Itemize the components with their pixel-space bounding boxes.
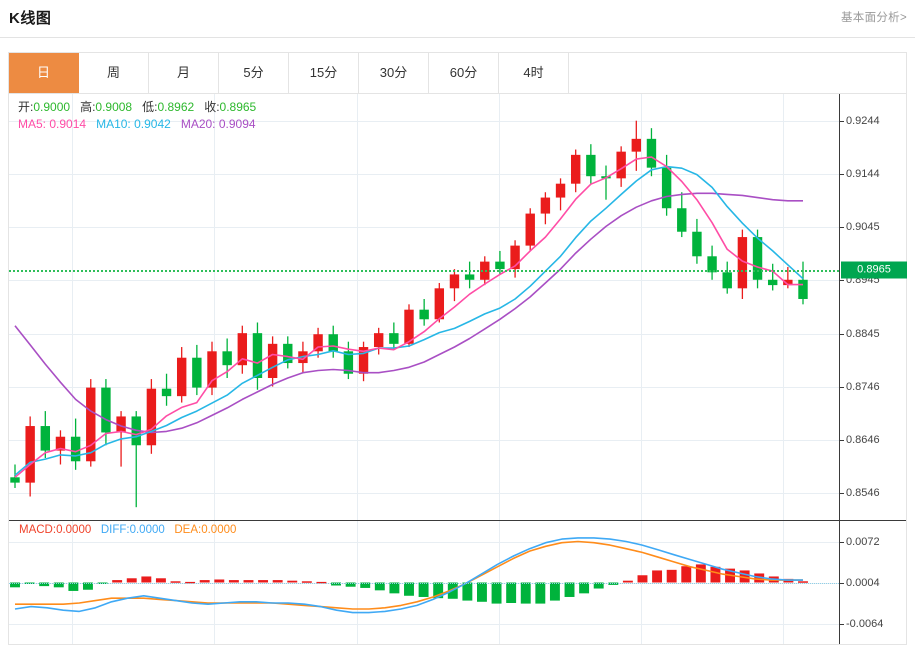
diff-label: DIFF:	[100, 524, 130, 536]
price-tick-mark	[840, 120, 844, 122]
price-tick-label: 0.9244	[846, 114, 880, 127]
ma5-label: MA5:	[18, 117, 47, 131]
price-tick-label: 0.8746	[846, 380, 880, 393]
price-gridline	[9, 333, 839, 335]
macd-tick-mark	[840, 541, 844, 543]
dea-label: DEA:	[174, 524, 202, 536]
open-value: 0.9000	[33, 100, 71, 114]
macd-tick-label: 0.0072	[846, 535, 880, 548]
high-value: 0.9008	[95, 100, 133, 114]
current-price-tag: 0.8965	[841, 261, 907, 279]
price-plot-area[interactable]	[9, 94, 839, 520]
low-value: 0.8962	[157, 100, 195, 114]
dea-value: 0.0000	[201, 524, 237, 536]
price-vertical-gridline	[214, 94, 215, 520]
page-title: K线图	[9, 10, 52, 27]
chart-container: 0.9244 0.9144 0.9045 0.8945 0.8845 0.8746 0.86…	[8, 94, 907, 645]
macd-label: MACD:	[19, 524, 57, 536]
ohlc-row: 开:0.9000 高:0.9008 低:0.8962 收:0.8965	[18, 99, 256, 116]
macd-gridline	[9, 541, 839, 543]
close-value: 0.8965	[219, 100, 257, 114]
price-gridline	[9, 386, 839, 388]
price-panel: 0.9244 0.9144 0.9045 0.8945 0.8845 0.8746 0.86…	[9, 94, 907, 520]
macd-gridline	[9, 623, 839, 625]
page-header: K线图 基本面分析>	[0, 0, 915, 38]
tab-label: 5分	[243, 65, 264, 80]
price-vertical-gridline	[783, 94, 784, 520]
price-tick-label: 0.8646	[846, 433, 880, 446]
macd-plot-area[interactable]	[9, 521, 839, 644]
tab-4[interactable]: 15分	[289, 53, 359, 93]
tab-1[interactable]: 周	[79, 53, 149, 93]
price-tick-label: 0.9144	[846, 168, 880, 181]
price-tick-mark	[840, 439, 844, 441]
tab-label: 4时	[523, 65, 544, 80]
price-tick-label: 0.8845	[846, 327, 880, 340]
ma10-label: MA10:	[96, 117, 131, 131]
ma10-value: 0.9042	[134, 117, 171, 131]
price-vertical-gridline	[72, 94, 73, 520]
candlestick-series	[10, 120, 808, 508]
price-tick-label: 0.8546	[846, 487, 880, 500]
tab-label: 月	[176, 65, 190, 80]
price-gridline	[9, 174, 839, 176]
price-tick-mark	[840, 386, 844, 388]
price-tick-label: 0.9045	[846, 220, 880, 233]
low-label: 低:	[142, 100, 158, 114]
price-vertical-gridline	[499, 94, 500, 520]
macd-series	[10, 537, 808, 614]
tab-label: 周	[106, 65, 120, 80]
tab-5[interactable]: 30分	[359, 53, 429, 93]
tab-3[interactable]: 5分	[219, 53, 289, 93]
tabbar-filler	[569, 53, 906, 93]
ma20-value: 0.9094	[218, 117, 256, 131]
macd-tick-mark	[840, 623, 844, 625]
price-gridline	[9, 280, 839, 282]
macd-tick-label: 0.0004	[846, 576, 880, 589]
tab-2[interactable]: 月	[149, 53, 219, 93]
ma5-value: 0.9014	[49, 117, 87, 131]
tab-label: 60分	[449, 65, 478, 80]
price-vertical-gridline	[641, 94, 642, 520]
high-label: 高:	[80, 100, 96, 114]
macd-zero-line	[9, 582, 839, 584]
timeframe-tabbar: 日 周 月 5分 15分 30分 60分 4时	[8, 52, 907, 94]
price-gridline	[9, 226, 839, 228]
macd-panel: 0.0072 0.0004 -0.0064 MACD:0.0000 DIFF:0.0…	[9, 520, 906, 644]
ma-row: MA5: 0.9014 MA10: 0.9042 MA20: 0.9094	[18, 116, 256, 133]
macd-legend: MACD:0.0000 DIFF:0.0000 DEA:0.0000	[19, 524, 236, 536]
tab-6[interactable]: 60分	[429, 53, 499, 93]
close-label: 收:	[204, 100, 220, 114]
tab-0[interactable]: 日	[9, 53, 79, 93]
macd-axis: 0.0072 0.0004 -0.0064	[839, 521, 906, 644]
tab-label: 30分	[379, 65, 408, 80]
price-tick-mark	[840, 333, 844, 335]
open-label: 开:	[18, 100, 34, 114]
price-gridline	[9, 493, 839, 495]
price-tick-mark	[840, 174, 844, 176]
tab-label: 15分	[309, 65, 338, 80]
ohlc-legend: 开:0.9000 高:0.9008 低:0.8962 收:0.8965 MA5:…	[18, 99, 256, 133]
price-tick-mark	[840, 280, 844, 282]
price-tick-mark	[840, 493, 844, 495]
macd-value: 0.0000	[56, 524, 92, 536]
tab-label: 日	[36, 65, 50, 80]
price-tick-mark	[840, 226, 844, 228]
price-axis: 0.9244 0.9144 0.9045 0.8945 0.8845 0.8746 0.86…	[839, 94, 907, 520]
macd-tick-label: -0.0064	[846, 617, 884, 630]
current-price-line	[9, 269, 839, 272]
ma20-label: MA20:	[180, 117, 216, 131]
price-gridline	[9, 439, 839, 441]
fundamental-analysis-link[interactable]: 基本面分析>	[840, 12, 907, 24]
price-vertical-gridline	[357, 94, 358, 520]
price-gridline	[9, 120, 839, 122]
tab-7[interactable]: 4时	[499, 53, 569, 93]
diff-value: 0.0000	[129, 524, 165, 536]
macd-tick-mark	[840, 582, 844, 584]
